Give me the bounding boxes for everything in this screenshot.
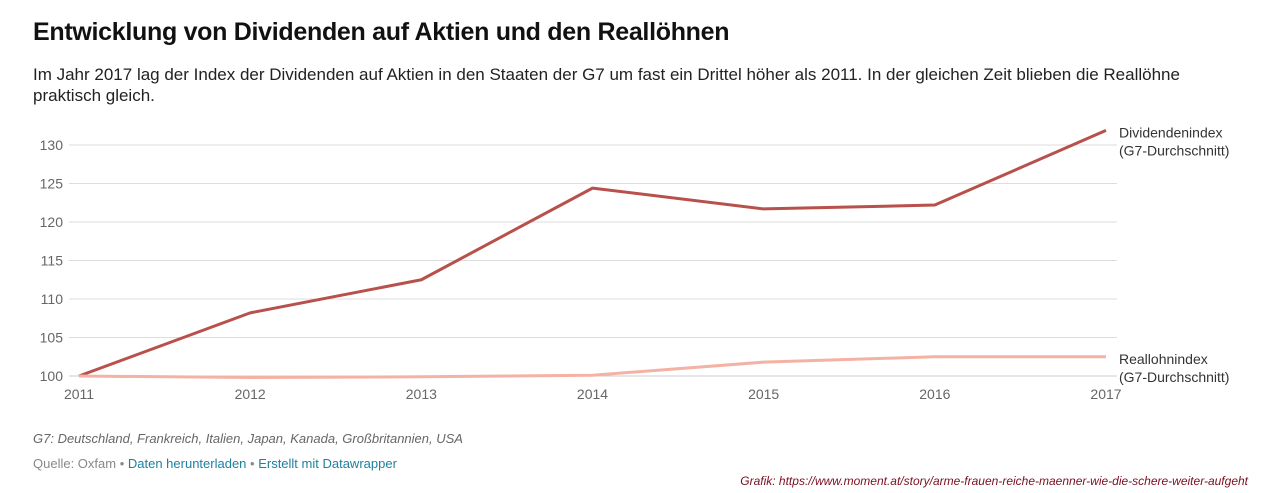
series-label-sub: (G7-Durchschnitt)	[1119, 142, 1229, 158]
x-tick-label: 2014	[577, 386, 608, 402]
y-tick-label: 115	[41, 253, 64, 269]
download-data-link[interactable]: Daten herunterladen	[127, 456, 247, 471]
x-tick-label: 2011	[64, 386, 94, 402]
y-tick-label: 100	[40, 368, 64, 384]
chart-title: Entwicklung von Dividenden auf Aktien un…	[33, 18, 730, 46]
separator: •	[116, 456, 128, 471]
x-tick-label: 2017	[1090, 386, 1121, 402]
separator: •	[246, 456, 259, 471]
series-label-sub: (G7-Durchschnitt)	[1119, 369, 1229, 385]
series-line-dividenden	[78, 128, 1107, 378]
footnote: G7: Deutschland, Frankreich, Italien, Ja…	[33, 431, 463, 446]
series-label: Reallohnindex	[1119, 351, 1208, 367]
series-line-reallohn	[78, 355, 1106, 380]
y-tick-label: 120	[40, 214, 64, 230]
chart-subtitle: Im Jahr 2017 lag der Index der Dividende…	[33, 65, 1180, 105]
x-tick-label: 2016	[919, 386, 950, 402]
source-text: Quelle: Oxfam	[33, 456, 117, 471]
x-tick-label: 2015	[748, 386, 779, 402]
y-tick-label: 105	[40, 330, 64, 346]
y-tick-label: 110	[41, 291, 64, 307]
series-label: Dividendenindex	[1119, 124, 1223, 140]
graphic-credit: Grafik: https://www.moment.at/story/arme…	[740, 474, 1248, 488]
line-chart: 100 105 110 115 120 125 130 2011 2012 2013 2014 201…	[40, 124, 1230, 402]
source-line: Quelle: Oxfam • Daten herunterladen • Er…	[33, 456, 397, 471]
x-tick-label: 2013	[406, 386, 437, 402]
y-tick-label: 125	[40, 176, 64, 192]
datawrapper-link[interactable]: Erstellt mit Datawrapper	[258, 456, 397, 471]
x-tick-label: 2012	[235, 386, 266, 402]
y-tick-label: 130	[40, 137, 64, 153]
